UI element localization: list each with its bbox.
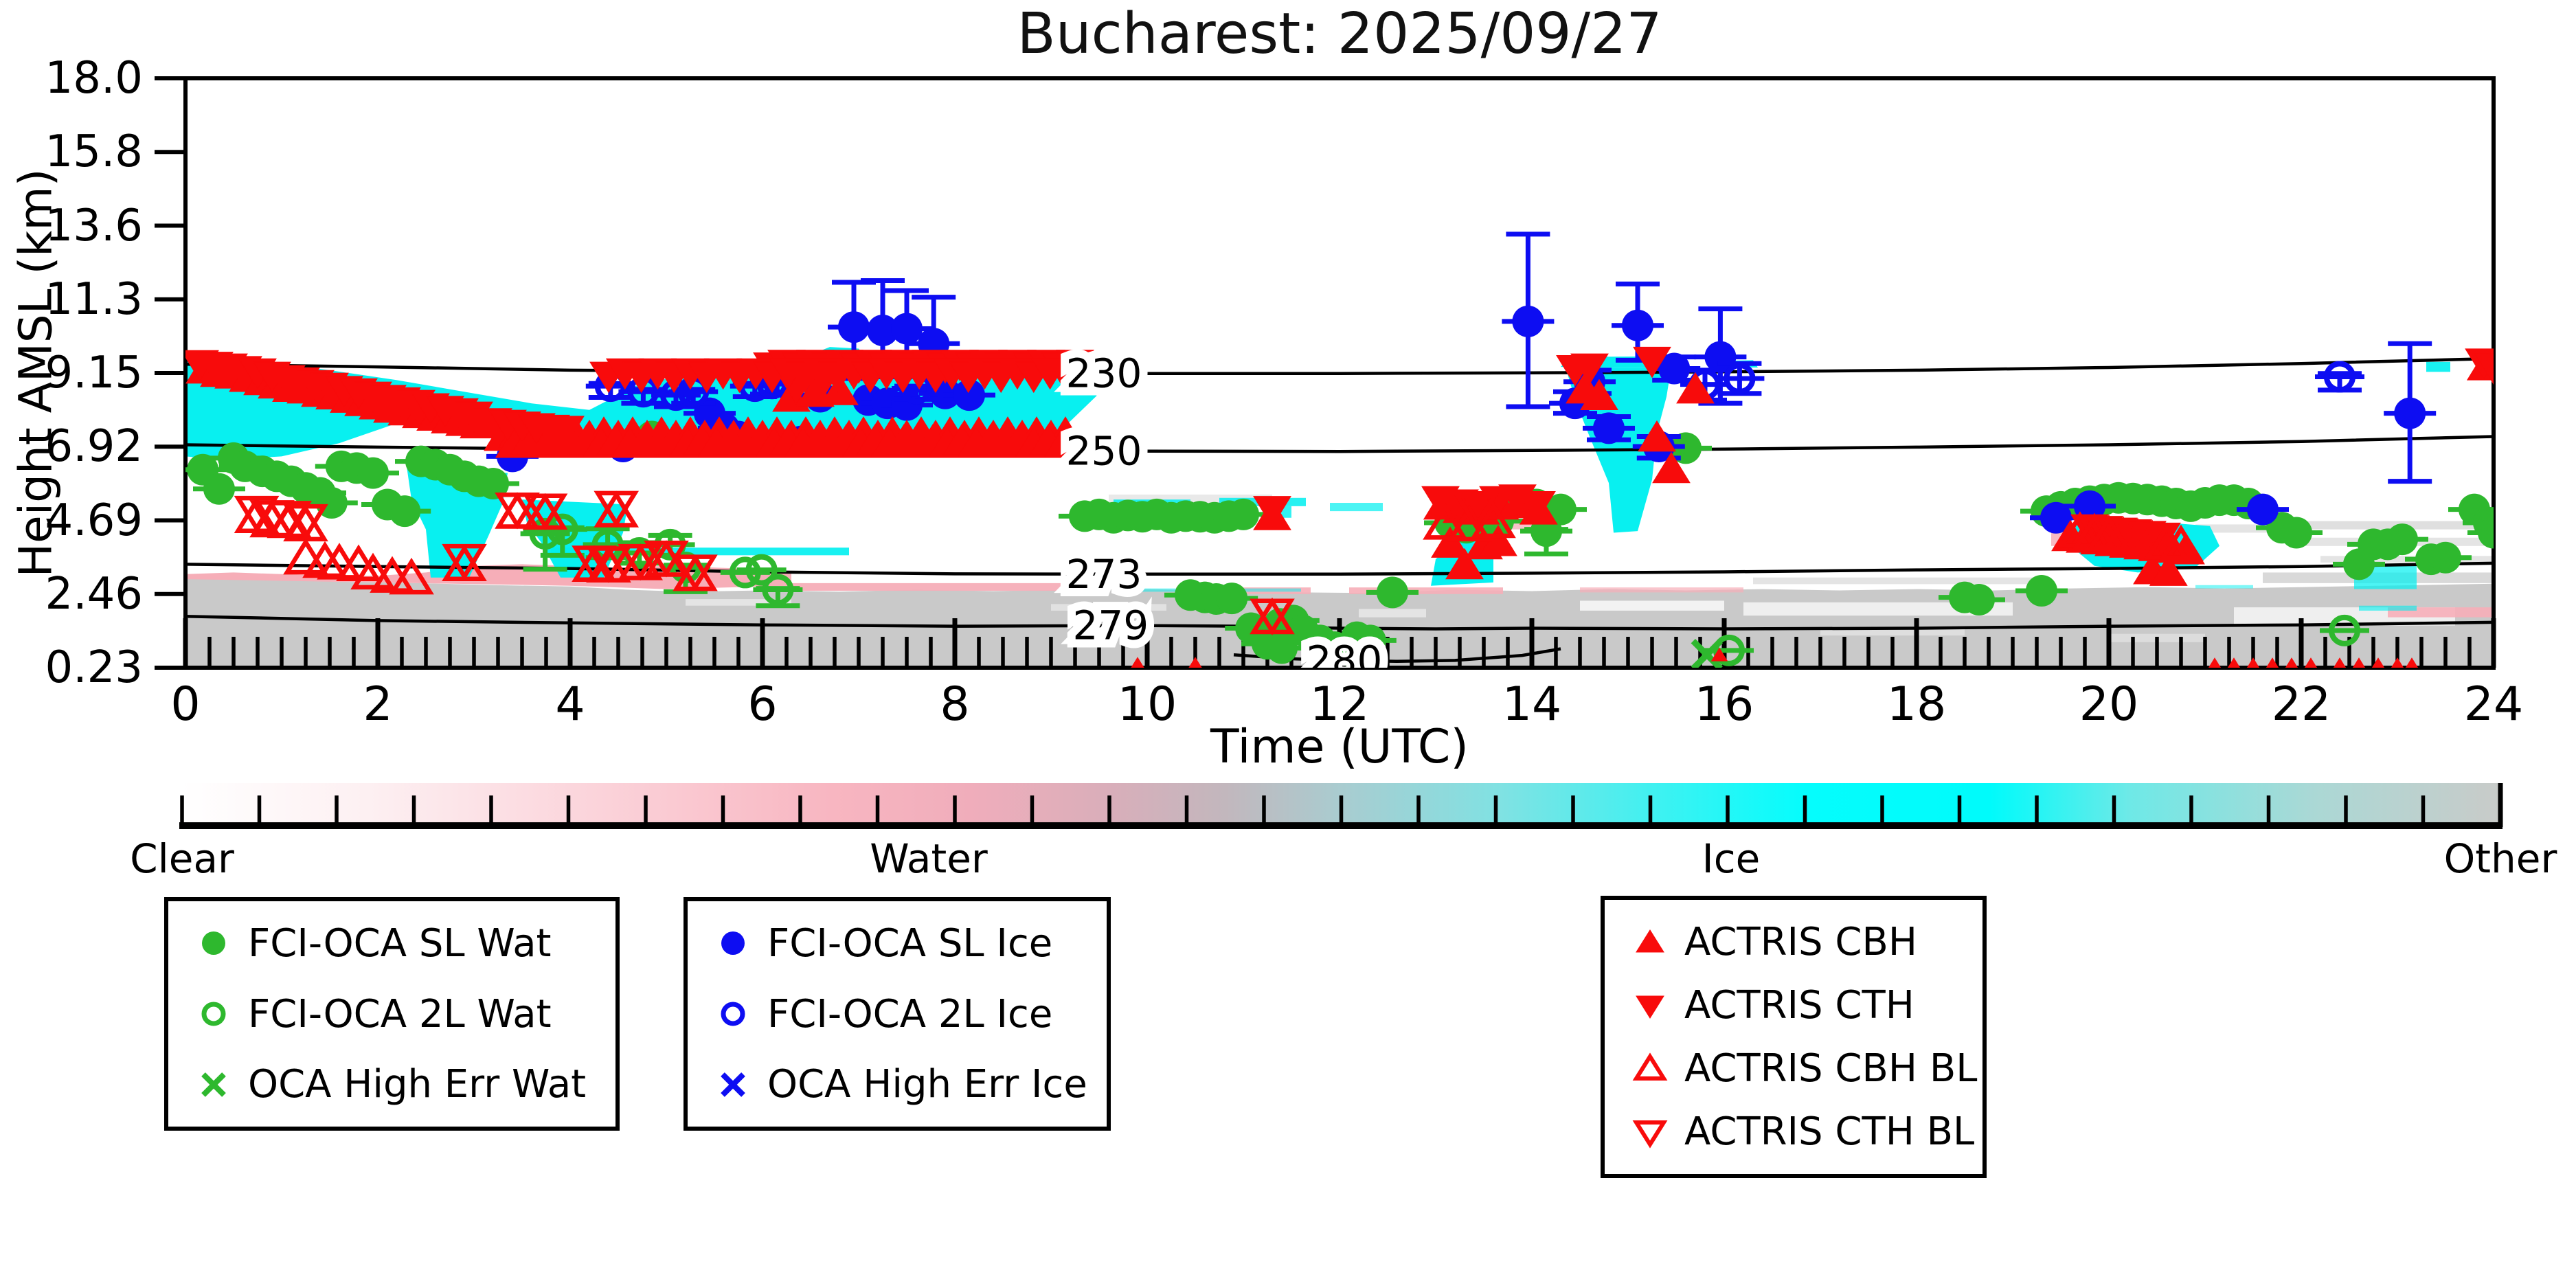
svg-text:230: 230	[1066, 350, 1142, 397]
y-tick-label: 18.0	[45, 53, 144, 104]
legend-item: ACTRIS CBH	[1628, 911, 1982, 974]
x-tick-label: 16	[1694, 677, 1754, 732]
legend-item: FCI-OCA 2L Wat	[192, 979, 615, 1050]
x-tick-label: 10	[1117, 677, 1177, 732]
plot-frame	[155, 76, 2496, 670]
data-series	[185, 231, 2494, 668]
circle-open-icon	[201, 1002, 226, 1026]
svg-text:250: 250	[1066, 428, 1142, 475]
tri-up-icon	[1636, 929, 1664, 952]
legend-item-label: ACTRIS CTH	[1684, 983, 1914, 1028]
legend-item-label: FCI-OCA SL Ice	[767, 920, 1053, 966]
x-icon	[201, 1072, 226, 1097]
y-tick-label: 0.23	[45, 642, 144, 693]
x-icon	[721, 1072, 745, 1097]
y-tick-label: 2.46	[45, 568, 144, 620]
legend-box-actris: ACTRIS CBH ACTRIS CTH ACTRIS CBH BL ACTRIS …	[1601, 896, 1987, 1178]
y-tick-label: 4.69	[45, 495, 144, 546]
legend-item: OCA High Err Wat	[192, 1049, 615, 1120]
tri-up-open-icon	[1632, 1052, 1668, 1081]
legend-item: FCI-OCA 2L Ice	[711, 979, 1107, 1050]
y-tick-label: 11.3	[45, 273, 144, 325]
x-tick-label: 18	[1886, 677, 1947, 732]
x-tick-label: 6	[747, 677, 778, 732]
legend-item-label: OCA High Err Ice	[767, 1062, 1087, 1107]
legend-item-label: ACTRIS CBH	[1684, 920, 1918, 964]
colorbar-label-water: Water	[870, 835, 988, 882]
x-axis-label: Time (UTC)	[1210, 720, 1469, 774]
y-tick-label: 9.15	[45, 348, 144, 398]
svg-text:273: 273	[1066, 551, 1142, 598]
legend-box-ice: FCI-OCA SL Ice FCI-OCA 2L Ice OCA High Err…	[683, 897, 1111, 1131]
colorbar-label-other: Other	[2443, 835, 2557, 882]
y-tick-label: 15.8	[45, 126, 144, 178]
legend-item-label: FCI-OCA 2L Wat	[248, 991, 552, 1037]
page-title: Bucharest: 2025/09/27	[1017, 1, 1662, 67]
x-tick-label: 4	[555, 677, 585, 732]
x-tick-label: 22	[2271, 677, 2331, 732]
y-tick-label: 6.92	[45, 421, 144, 473]
legend-item: ACTRIS CTH BL	[1628, 1100, 1982, 1164]
x-tick-label: 8	[940, 677, 970, 732]
legend-item: ACTRIS CBH BL	[1628, 1037, 1982, 1100]
tri-down-open-icon	[1632, 1120, 1668, 1149]
colorbar-label-clear: Clear	[130, 835, 234, 882]
colorbar-label-ice: Ice	[1702, 835, 1761, 882]
series-oca-high-err-wat	[1691, 638, 1723, 668]
x-tick-label: 14	[1502, 677, 1562, 732]
legend-item: FCI-OCA SL Wat	[192, 908, 615, 979]
legend-box-water: FCI-OCA SL Wat FCI-OCA 2L Wat OCA High Err…	[164, 897, 620, 1131]
legend-item: ACTRIS CTH	[1628, 974, 1982, 1037]
x-tick-label: 0	[170, 677, 201, 732]
x-tick-label: 20	[2079, 677, 2139, 732]
x-tick-label: 2	[363, 677, 393, 732]
legend-item-label: FCI-OCA SL Wat	[248, 920, 552, 966]
x-tick-label: 24	[2463, 677, 2524, 732]
y-tick-label: 13.6	[45, 200, 144, 251]
legend-item: OCA High Err Ice	[711, 1049, 1107, 1120]
legend-item-label: OCA High Err Wat	[248, 1062, 587, 1107]
legend-item-label: ACTRIS CTH BL	[1684, 1109, 1975, 1154]
colorbar	[179, 783, 2503, 829]
legend-item-label: ACTRIS CBH BL	[1684, 1046, 1978, 1091]
circle-open-icon	[721, 1002, 745, 1026]
svg-text:279: 279	[1072, 602, 1149, 649]
circle-icon	[202, 931, 225, 956]
x-tick-label: 12	[1309, 677, 1370, 732]
series-actris-cth-bl	[234, 490, 1499, 635]
legend-item-label: FCI-OCA 2L Ice	[767, 991, 1053, 1037]
tri-down-icon	[1636, 995, 1664, 1019]
legend-item: FCI-OCA SL Ice	[711, 908, 1107, 979]
circle-icon	[721, 931, 745, 956]
